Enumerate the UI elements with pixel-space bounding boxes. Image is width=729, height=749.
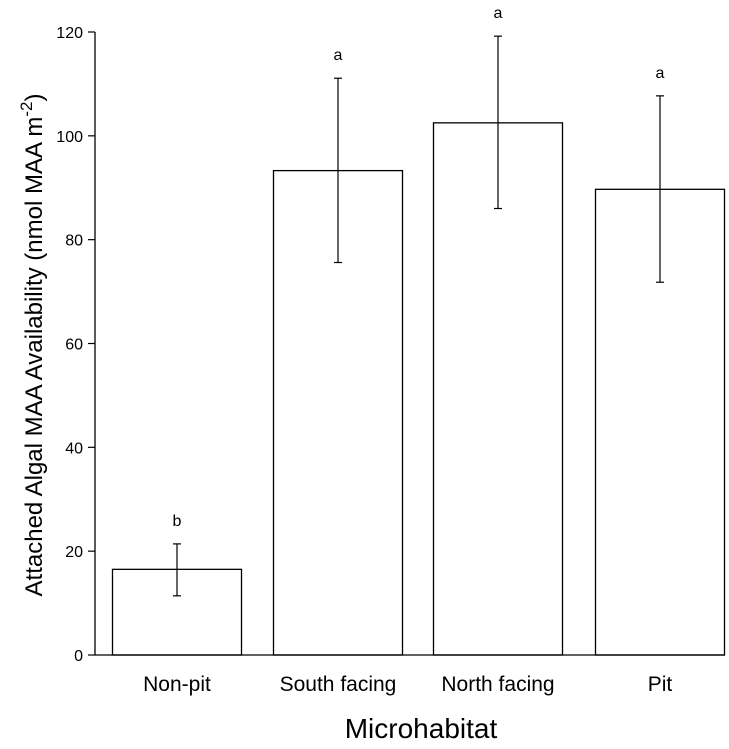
- y-tick-label: 80: [65, 233, 83, 250]
- x-axis-title: Microhabitat: [345, 713, 498, 744]
- significance-letter: a: [494, 5, 503, 22]
- x-tick-label: Non-pit: [143, 673, 211, 696]
- significance-letter: a: [334, 47, 343, 64]
- y-tick-label: 60: [65, 337, 83, 354]
- y-axis-title-close: ): [21, 94, 48, 102]
- bars-layer: [111, 122, 726, 656]
- axes-layer: [88, 31, 725, 656]
- y-tick-label: 0: [74, 648, 83, 665]
- y-tick-label: 100: [56, 129, 83, 146]
- y-axis-title-main: Attached Algal MAA Availability (nmol MA…: [21, 117, 48, 597]
- y-axis-title: Attached Algal MAA Availability (nmol MA…: [17, 94, 48, 597]
- y-tick-label: 20: [65, 544, 83, 561]
- x-tick-label: South facing: [280, 673, 397, 696]
- axis-labels-layer: Non-pit South facing North facing Pit 0 20 40 6…: [17, 25, 672, 744]
- x-tick-label: North facing: [441, 673, 554, 696]
- y-axis-title-superscript: -2: [17, 102, 36, 117]
- y-tick-label: 120: [56, 25, 83, 42]
- significance-letter: a: [656, 65, 665, 82]
- significance-letters-layer: b a a a: [173, 5, 665, 530]
- error-bars-layer: [173, 35, 664, 597]
- x-tick-label: Pit: [648, 673, 673, 696]
- significance-letter: b: [173, 513, 182, 530]
- y-tick-label: 40: [65, 440, 83, 457]
